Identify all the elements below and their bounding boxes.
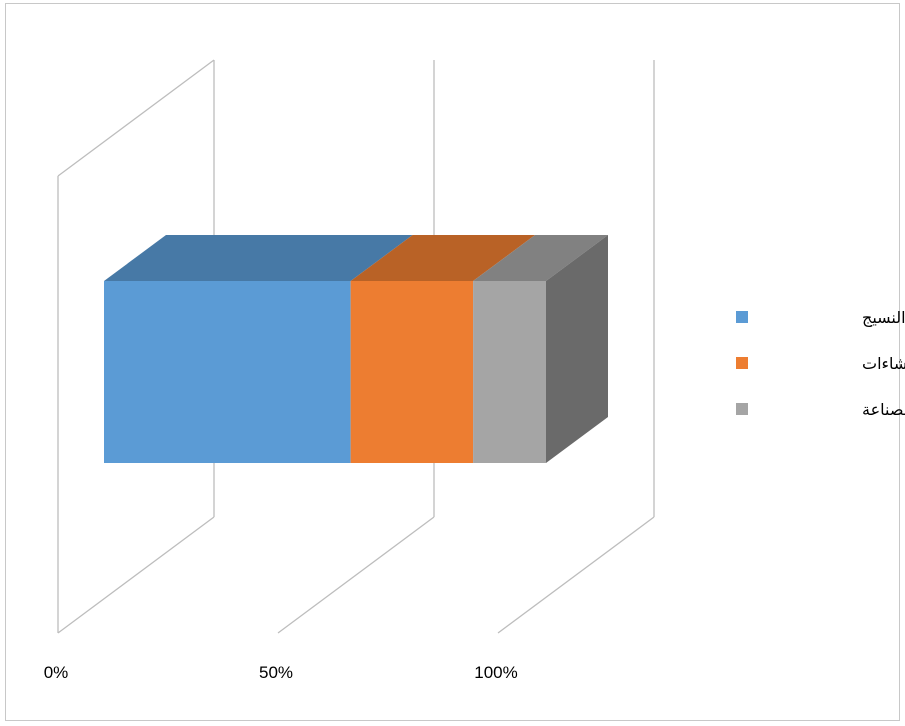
gridline-floor-0 bbox=[57, 516, 215, 634]
bar-top-segment-1 bbox=[104, 235, 413, 281]
side-wall-top-edge bbox=[57, 59, 215, 177]
x-tick-label-2: 100% bbox=[474, 663, 517, 682]
bar-segment-2 bbox=[350, 281, 474, 463]
bar-side-face bbox=[546, 235, 608, 463]
bar-top-segment-2 bbox=[350, 235, 536, 281]
bar-segment-1 bbox=[104, 281, 351, 463]
legend-label-3: قطاع الصناعة bbox=[862, 400, 905, 420]
bar-layer bbox=[104, 235, 608, 463]
tick-layer: 0% 50% 100% bbox=[44, 663, 518, 682]
x-tick-label-1: 50% bbox=[259, 663, 293, 682]
gridline-floor-2 bbox=[497, 516, 655, 634]
bar-top-segment-3 bbox=[473, 235, 608, 281]
legend-swatch-3 bbox=[736, 403, 748, 415]
x-tick-label-0: 0% bbox=[44, 663, 69, 682]
legend-swatch-1 bbox=[736, 311, 748, 323]
bar-segment-3 bbox=[473, 281, 546, 463]
legend-label-2: قطاع الانشاءات bbox=[862, 354, 905, 374]
legend-swatch-2 bbox=[736, 357, 748, 369]
legend-layer: قطاع النسيج قطاع الانشاءات قطاع الصناعة bbox=[736, 308, 905, 420]
gridline-floor-1 bbox=[277, 516, 435, 634]
legend-label-1: قطاع النسيج bbox=[862, 308, 905, 328]
